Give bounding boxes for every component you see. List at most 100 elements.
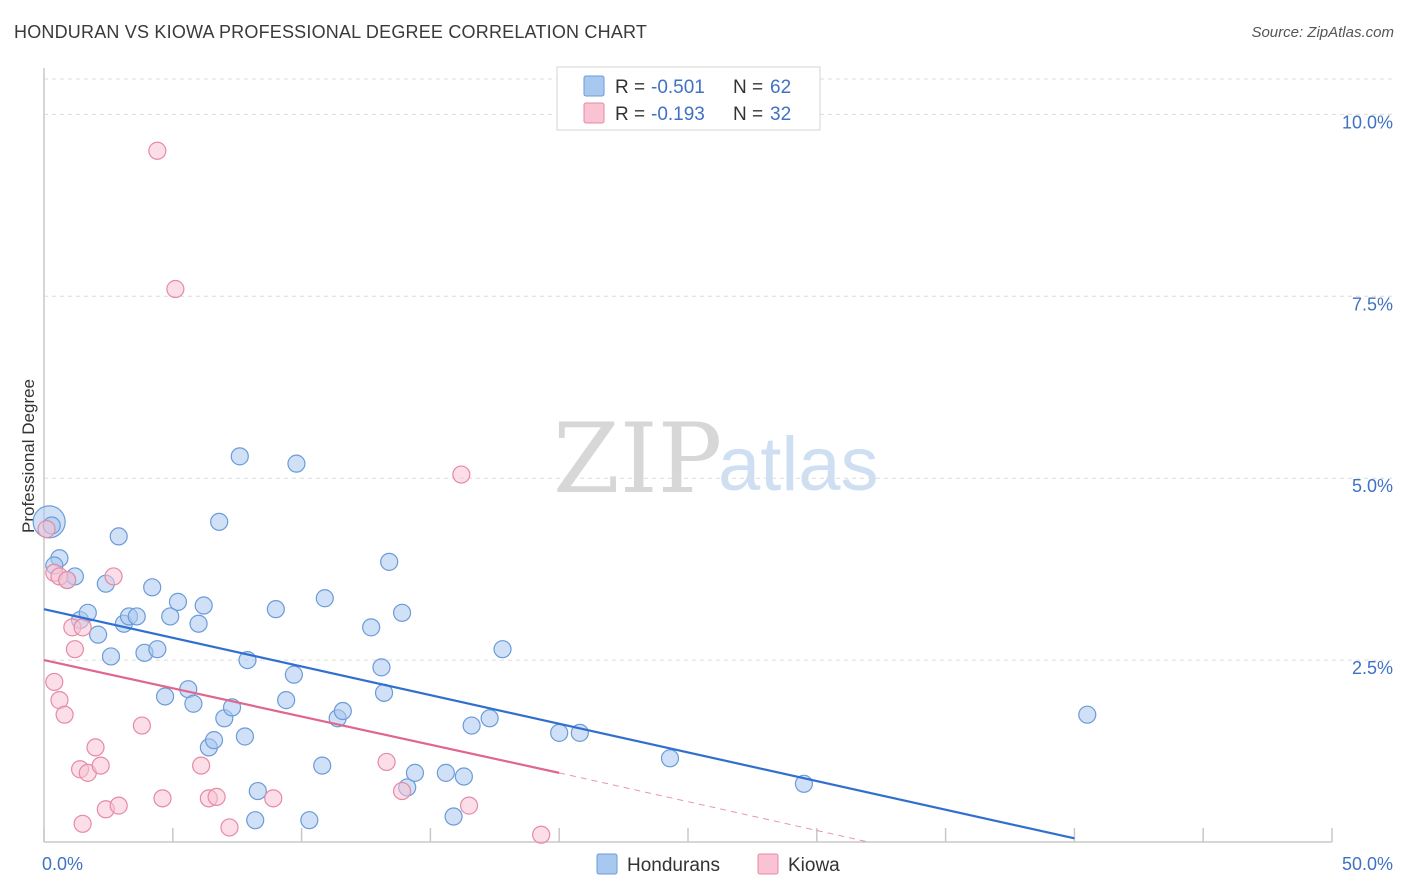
point-hondurans-44 bbox=[372, 658, 391, 677]
point-kiowa-24 bbox=[207, 787, 226, 806]
point-kiowa-0 bbox=[37, 520, 56, 539]
point-hondurans-26 bbox=[210, 512, 229, 531]
legend-r-value-0: -0.501 bbox=[651, 77, 705, 98]
point-hondurans-42 bbox=[333, 701, 352, 721]
point-hondurans-50 bbox=[436, 763, 455, 782]
point-hondurans-49 bbox=[405, 763, 425, 782]
point-hondurans-15 bbox=[143, 578, 162, 597]
point-hondurans-29 bbox=[230, 447, 249, 466]
point-kiowa-9 bbox=[73, 618, 92, 637]
legend-r-value-1: -0.193 bbox=[651, 104, 705, 125]
y-tick-label-0: 2.5% bbox=[1352, 658, 1393, 678]
point-kiowa-28 bbox=[392, 781, 412, 801]
point-kiowa-6 bbox=[55, 705, 74, 724]
point-hondurans-52 bbox=[454, 767, 473, 786]
bottom-legend-label-hondurans: Hondurans bbox=[627, 855, 720, 876]
legend-swatch-kiowa bbox=[583, 102, 605, 124]
point-hondurans-30 bbox=[235, 727, 255, 746]
legend-n-label-1: N = bbox=[733, 104, 763, 125]
stats-legend: R = -0.501 N = 62 R = -0.193 N = 32 bbox=[556, 66, 821, 131]
point-hondurans-16 bbox=[148, 640, 167, 659]
point-hondurans-36 bbox=[284, 665, 303, 684]
legend-r-label-0: R = bbox=[615, 77, 645, 98]
point-kiowa-26 bbox=[264, 789, 283, 808]
y-tick-label-3: 10.0% bbox=[1342, 112, 1393, 132]
x-tick-label-min: 0.0% bbox=[42, 854, 83, 874]
point-hondurans-18 bbox=[161, 607, 180, 626]
point-hondurans-39 bbox=[315, 589, 334, 608]
point-hondurans-37 bbox=[287, 454, 306, 473]
x-tick-label-max: 50.0% bbox=[1342, 854, 1393, 874]
bottom-legend-swatch-hondurans bbox=[596, 853, 618, 875]
point-hondurans-47 bbox=[392, 603, 412, 622]
point-hondurans-25 bbox=[204, 731, 224, 750]
legend-n-value-1: 32 bbox=[770, 104, 791, 125]
x-axis-ticks bbox=[43, 828, 1333, 842]
point-hondurans-40 bbox=[313, 756, 332, 775]
watermark-zip: ZIP bbox=[553, 403, 722, 515]
source-label: Source: ZipAtlas.com bbox=[1251, 24, 1394, 41]
point-hondurans-51 bbox=[444, 807, 463, 826]
point-kiowa-27 bbox=[377, 752, 396, 772]
point-kiowa-22 bbox=[192, 756, 211, 775]
point-hondurans-60 bbox=[1078, 705, 1097, 724]
y-tick-label-1: 5.0% bbox=[1352, 476, 1393, 496]
point-hondurans-43 bbox=[362, 618, 381, 637]
point-hondurans-58 bbox=[660, 749, 680, 768]
trend-line-kiowa bbox=[43, 659, 560, 774]
legend-r-label-1: R = bbox=[615, 104, 645, 125]
y-tick-label-2: 7.5% bbox=[1352, 294, 1393, 314]
point-kiowa-13 bbox=[91, 756, 110, 775]
point-kiowa-4 bbox=[45, 672, 64, 692]
bottom-legend-swatch-kiowa bbox=[757, 853, 779, 875]
trend-lines bbox=[43, 608, 1075, 843]
point-hondurans-23 bbox=[194, 596, 213, 615]
point-kiowa-21 bbox=[166, 279, 185, 299]
series-legend: Hondurans Kiowa bbox=[596, 853, 840, 876]
point-hondurans-19 bbox=[168, 592, 188, 611]
point-kiowa-25 bbox=[220, 818, 239, 837]
point-kiowa-17 bbox=[109, 796, 128, 815]
point-kiowa-18 bbox=[132, 716, 151, 735]
point-hondurans-55 bbox=[493, 640, 512, 659]
legend-swatch-hondurans bbox=[583, 75, 605, 97]
point-hondurans-7 bbox=[88, 625, 108, 644]
watermark-atlas: atlas bbox=[718, 422, 879, 507]
data-points bbox=[32, 141, 1097, 844]
point-hondurans-35 bbox=[277, 691, 296, 710]
point-hondurans-22 bbox=[189, 614, 208, 633]
point-hondurans-56 bbox=[550, 723, 569, 742]
point-hondurans-21 bbox=[184, 694, 203, 713]
point-kiowa-19 bbox=[148, 141, 167, 160]
y-axis-title: Professional Degree bbox=[19, 379, 38, 533]
point-hondurans-46 bbox=[380, 552, 399, 571]
point-kiowa-29 bbox=[452, 465, 471, 484]
point-hondurans-9 bbox=[109, 527, 128, 546]
legend-n-label-0: N = bbox=[733, 77, 763, 98]
point-hondurans-34 bbox=[266, 600, 285, 619]
point-kiowa-31 bbox=[532, 825, 551, 844]
point-kiowa-15 bbox=[73, 814, 92, 833]
point-hondurans-54 bbox=[480, 709, 499, 728]
trend-line-extension-kiowa bbox=[559, 772, 869, 843]
point-kiowa-3 bbox=[58, 570, 77, 590]
point-kiowa-20 bbox=[153, 789, 172, 808]
point-hondurans-13 bbox=[127, 607, 146, 626]
point-hondurans-32 bbox=[248, 781, 267, 801]
point-hondurans-38 bbox=[300, 811, 319, 830]
legend-n-value-0: 62 bbox=[770, 77, 791, 98]
grid-lines bbox=[44, 78, 1392, 661]
point-hondurans-53 bbox=[462, 716, 481, 735]
y-tick-labels: 2.5% 5.0% 7.5% 10.0% bbox=[1342, 112, 1393, 678]
point-kiowa-8 bbox=[65, 640, 85, 659]
point-kiowa-30 bbox=[459, 796, 479, 815]
trend-line-hondurans bbox=[43, 608, 1075, 840]
point-kiowa-16 bbox=[104, 567, 123, 586]
point-hondurans-33 bbox=[246, 811, 265, 830]
point-hondurans-17 bbox=[155, 687, 175, 706]
chart-title: HONDURAN VS KIOWA PROFESSIONAL DEGREE CO… bbox=[14, 22, 648, 42]
point-kiowa-12 bbox=[86, 738, 105, 757]
bottom-legend-label-kiowa: Kiowa bbox=[788, 855, 840, 876]
point-hondurans-10 bbox=[101, 647, 121, 666]
